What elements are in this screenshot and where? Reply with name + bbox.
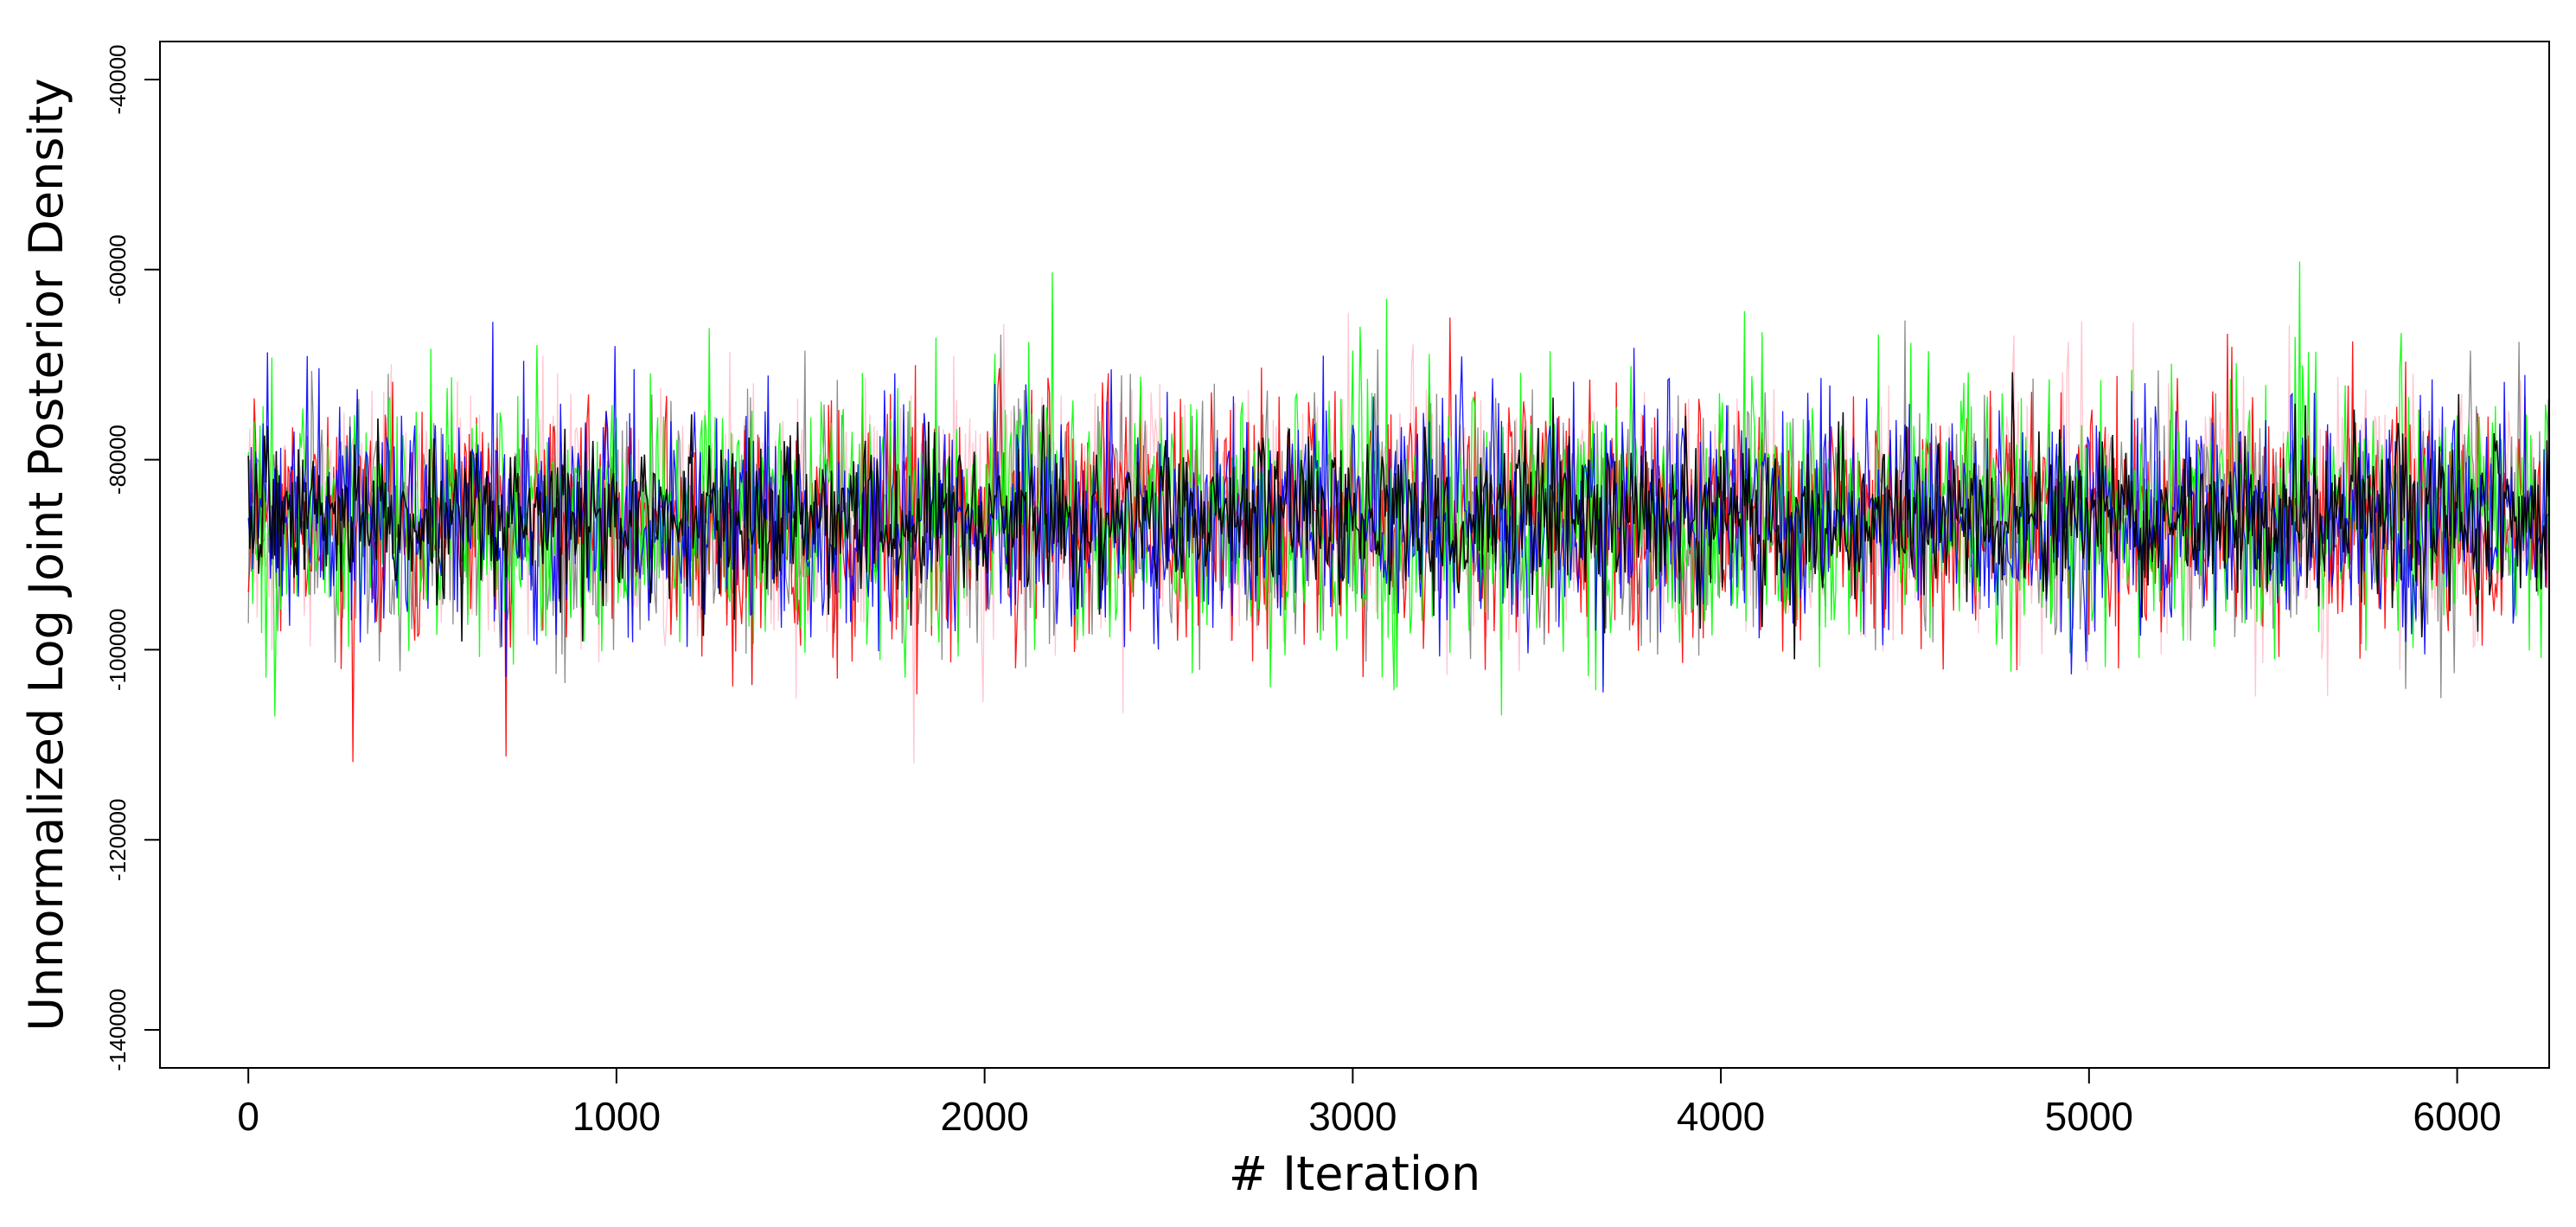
axes-layer: 0 1000 2000 3000 4000 5000 6000 -40000 -60000 -80… (105, 41, 2550, 1139)
y-axis-title: Unnormalized Log Joint Posterior Density (19, 78, 74, 1031)
x-tick-label: 1000 (572, 1094, 661, 1139)
y-tick-label: -100000 (105, 609, 131, 691)
x-axis-title: # Iteration (1229, 1147, 1480, 1201)
x-tick-label: 5000 (2045, 1094, 2133, 1139)
y-tick-label: -60000 (105, 234, 131, 304)
y-tick-label: -120000 (105, 799, 131, 881)
x-tick-label: 4000 (1677, 1094, 1765, 1139)
labels-layer: # Iteration Unnormalized Log Joint Poste… (19, 78, 1480, 1201)
y-tick-label: -40000 (105, 44, 131, 114)
x-tick-label: 3000 (1308, 1094, 1397, 1139)
y-tick-label: -80000 (105, 425, 131, 495)
y-tick-label: -140000 (105, 988, 131, 1070)
series-line-6 (247, 372, 2549, 660)
x-tick-label: 6000 (2413, 1094, 2501, 1139)
plot-frame (159, 41, 2550, 1069)
series-layer (247, 261, 2549, 764)
x-tick-label: 0 (237, 1094, 259, 1139)
series-line-5 (247, 322, 2549, 693)
x-tick-label: 2000 (940, 1094, 1028, 1139)
